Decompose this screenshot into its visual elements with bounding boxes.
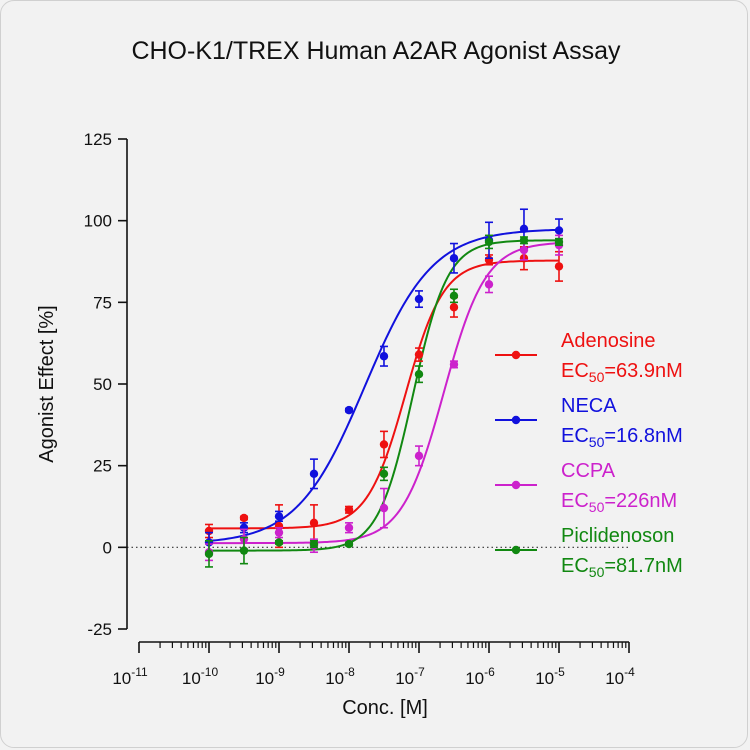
data-point (379, 352, 389, 361)
data-point (344, 505, 354, 514)
legend-series-name: NECA (561, 395, 617, 417)
y-tick-label: -25 (87, 620, 112, 639)
data-point (379, 503, 389, 513)
legend-entry-piclidenoson: Piclidenoson EC50=81.7nM (495, 525, 683, 580)
data-point (309, 469, 319, 479)
y-axis-label: Agonist Effect [%] (36, 305, 58, 463)
data-point (484, 280, 494, 289)
legend-marker (511, 545, 521, 555)
data-point (414, 350, 424, 359)
data-point (519, 224, 529, 234)
y-tick-label: 125 (84, 130, 112, 149)
data-point (484, 237, 494, 247)
y-tick-label: 50 (93, 375, 112, 394)
x-tick-label: 10-7 (395, 665, 425, 688)
y-tick-label: 75 (93, 293, 112, 312)
series-piclidenoson (204, 234, 564, 568)
legend-ec50: EC50=226nM (561, 490, 677, 515)
fit-curve-neca (208, 228, 560, 542)
data-point (274, 528, 284, 537)
data-point (519, 236, 529, 245)
legend-series-name: Piclidenoson (561, 525, 674, 547)
data-point (414, 294, 424, 304)
data-point (274, 512, 284, 521)
series-ccpa (204, 234, 564, 562)
legend-entry-adenosine: Adenosine EC50=63.9nM (495, 330, 683, 385)
legend-series-name: Adenosine (561, 330, 656, 352)
y-tick-label: 100 (84, 212, 112, 231)
data-point (449, 360, 459, 369)
x-tick-label: 10-5 (535, 665, 565, 688)
data-point (309, 518, 319, 528)
data-point (449, 291, 459, 300)
legend-marker (511, 415, 521, 425)
x-tick-label: 10-9 (255, 665, 285, 688)
data-point (344, 523, 354, 532)
y-tick-label: 25 (93, 457, 112, 476)
legend-series-name: CCPA (561, 460, 616, 482)
x-tick-label: 10-4 (605, 665, 635, 688)
data-point (204, 549, 214, 559)
data-point (554, 262, 564, 271)
legend-marker (511, 350, 521, 360)
data-point (414, 370, 424, 379)
data-point (449, 303, 459, 312)
legend-marker (511, 480, 521, 490)
data-point (344, 405, 354, 415)
y-tick-label: 0 (103, 538, 112, 557)
data-point (519, 245, 529, 255)
x-axis-label: Conc. [M] (342, 697, 428, 719)
chart-title: CHO-K1/TREX Human A2AR Agonist Assay (131, 37, 621, 65)
data-point (239, 513, 249, 523)
data-point (414, 451, 424, 461)
legend: Adenosine EC50=63.9nM NECA EC50=16.8nM CCPA E… (495, 330, 683, 580)
data-point (239, 546, 249, 555)
data-point (309, 539, 319, 549)
data-point (274, 538, 284, 547)
x-tick-label: 10-11 (112, 665, 148, 688)
legend-ec50: EC50=63.9nM (561, 360, 683, 385)
x-tick-label: 10-8 (325, 665, 355, 688)
data-point (554, 237, 564, 247)
legend-ec50: EC50=16.8nM (561, 425, 683, 450)
legend-entry-neca: NECA EC50=16.8nM (495, 395, 683, 450)
data-point (554, 226, 564, 235)
data-point (449, 254, 459, 263)
x-tick-label: 10-10 (182, 665, 219, 688)
legend-entry-ccpa: CCPA EC50=226nM (495, 460, 677, 515)
data-point (379, 440, 389, 449)
data-point (379, 469, 389, 479)
axes: -25 0 25 50 75 100 125 10-11 10-10 10-9 10-8 10-7 10… (84, 130, 635, 688)
x-tick-label: 10-6 (465, 665, 495, 688)
data-point (344, 539, 354, 549)
legend-ec50: EC50=81.7nM (561, 555, 683, 580)
data-points (204, 208, 564, 568)
